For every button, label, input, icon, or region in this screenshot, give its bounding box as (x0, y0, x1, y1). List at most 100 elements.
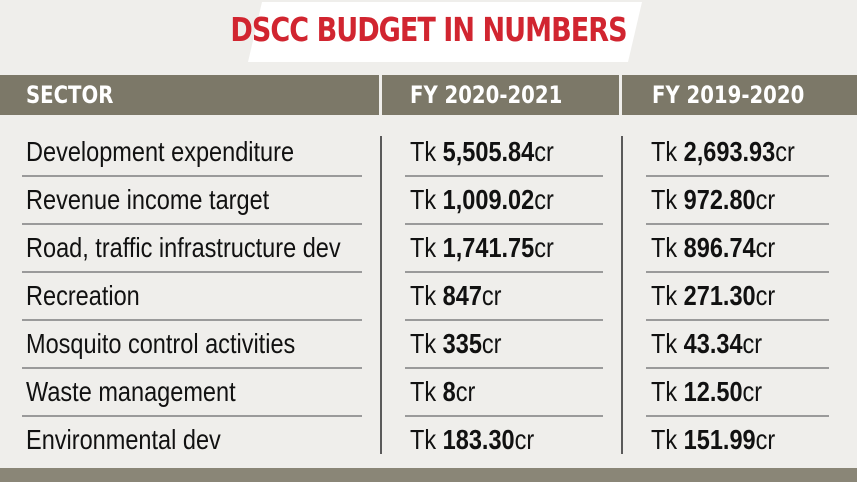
unit-suffix: cr (514, 424, 535, 455)
row-divider (405, 319, 603, 321)
currency-prefix: Tk (410, 424, 443, 455)
header-separator (379, 75, 382, 115)
cell-fy-2019-2020: Tk 12.50cr (651, 368, 762, 416)
currency-prefix: Tk (651, 376, 684, 407)
cell-value: 1,009.02 (442, 184, 535, 215)
currency-prefix: Tk (651, 280, 684, 311)
row-divider (405, 223, 603, 225)
currency-prefix: Tk (651, 424, 684, 455)
currency-prefix: Tk (410, 184, 443, 215)
unit-suffix: cr (755, 232, 776, 263)
unit-suffix: cr (534, 232, 554, 263)
unit-suffix: cr (742, 376, 763, 407)
footer-bar (0, 468, 857, 482)
cell-fy-2020-2021: Tk 183.30cr (410, 416, 534, 464)
cell-fy-2019-2020: Tk 43.34cr (651, 320, 762, 368)
row-divider (22, 415, 362, 417)
currency-prefix: Tk (651, 184, 684, 215)
cell-fy-2020-2021: Tk 5,505.84cr (410, 128, 554, 176)
cell-fy-2019-2020: Tk 151.99cr (651, 416, 775, 464)
currency-prefix: Tk (410, 232, 443, 263)
unit-suffix: cr (481, 280, 502, 311)
row-divider (22, 319, 362, 321)
header-separator (619, 75, 622, 115)
row-divider (405, 367, 603, 369)
cell-fy-2020-2021: Tk 847cr (410, 272, 502, 320)
cell-value: 896.74 (683, 232, 756, 263)
cell-value: 8 (442, 376, 456, 407)
title-banner-shape (248, 2, 642, 62)
row-divider (646, 367, 829, 369)
chart-title: DSCC BUDGET IN NUMBERS (230, 10, 627, 49)
table-row: Waste management Tk 8cr Tk 12.50cr (0, 368, 857, 417)
row-divider (646, 319, 829, 321)
cell-sector: Recreation (26, 280, 140, 311)
table-row: Road, traffic infrastructure dev Tk 1,741… (0, 224, 857, 273)
unit-suffix: cr (481, 328, 502, 359)
unit-suffix: cr (534, 136, 554, 167)
cell-fy-2020-2021: Tk 8cr (410, 368, 475, 416)
cell-value: 183.30 (442, 424, 515, 455)
row-divider (646, 415, 829, 417)
row-divider (22, 367, 362, 369)
currency-prefix: Tk (651, 232, 684, 263)
currency-prefix: Tk (410, 280, 443, 311)
table-row: Development expenditure Tk 5,505.84cr Tk 2… (0, 128, 857, 177)
cell-sector: Mosquito control activities (26, 328, 296, 359)
cell-fy-2019-2020: Tk 972.80cr (651, 176, 775, 224)
cell-fy-2019-2020: Tk 271.30cr (651, 272, 775, 320)
unit-suffix: cr (455, 376, 476, 407)
cell-fy-2019-2020: Tk 2,693.93cr (651, 128, 795, 176)
cell-sector: Revenue income target (26, 184, 270, 215)
unit-suffix: cr (534, 184, 554, 215)
cell-value: 972.80 (683, 184, 756, 215)
row-divider (22, 271, 362, 273)
currency-prefix: Tk (651, 328, 684, 359)
title-banner: DSCC BUDGET IN NUMBERS (0, 0, 857, 66)
row-divider (22, 223, 362, 225)
cell-fy-2020-2021: Tk 1,741.75cr (410, 224, 554, 272)
unit-suffix: cr (755, 184, 776, 215)
row-divider (22, 175, 362, 177)
header-fy-2020-2021: FY 2020-2021 (410, 81, 563, 109)
cell-value: 2,693.93 (683, 136, 776, 167)
cell-sector: Road, traffic infrastructure dev (26, 232, 341, 263)
cell-value: 43.34 (683, 328, 743, 359)
cell-value: 847 (442, 280, 482, 311)
table-header: SECTOR FY 2020-2021 FY 2019-2020 (0, 75, 857, 115)
row-divider (646, 175, 829, 177)
table-row: Environmental dev Tk 183.30cr Tk 151.99cr (0, 416, 857, 464)
cell-value: 1,741.75 (442, 232, 535, 263)
cell-fy-2020-2021: Tk 1,009.02cr (410, 176, 554, 224)
currency-prefix: Tk (410, 328, 443, 359)
row-divider (405, 415, 603, 417)
row-divider (646, 271, 829, 273)
column-separator (380, 136, 382, 454)
cell-value: 335 (442, 328, 482, 359)
currency-prefix: Tk (651, 136, 684, 167)
cell-fy-2020-2021: Tk 335cr (410, 320, 502, 368)
unit-suffix: cr (742, 328, 763, 359)
header-fy-2019-2020: FY 2019-2020 (652, 81, 805, 109)
row-divider (405, 175, 603, 177)
cell-value: 151.99 (683, 424, 756, 455)
table-row: Mosquito control activities Tk 335cr Tk 43… (0, 320, 857, 369)
table-row: Recreation Tk 847cr Tk 271.30cr (0, 272, 857, 321)
column-separator (621, 136, 623, 454)
cell-sector: Environmental dev (26, 424, 221, 455)
row-divider (405, 271, 603, 273)
table-row: Revenue income target Tk 1,009.02cr Tk 972… (0, 176, 857, 225)
row-divider (646, 223, 829, 225)
currency-prefix: Tk (410, 136, 443, 167)
cell-value: 5,505.84 (442, 136, 535, 167)
cell-fy-2019-2020: Tk 896.74cr (651, 224, 775, 272)
unit-suffix: cr (755, 424, 776, 455)
header-sector: SECTOR (26, 81, 114, 109)
cell-sector: Development expenditure (26, 136, 295, 167)
unit-suffix: cr (755, 280, 776, 311)
cell-value: 12.50 (683, 376, 743, 407)
cell-value: 271.30 (683, 280, 756, 311)
currency-prefix: Tk (410, 376, 443, 407)
cell-sector: Waste management (26, 376, 236, 407)
unit-suffix: cr (775, 136, 795, 167)
